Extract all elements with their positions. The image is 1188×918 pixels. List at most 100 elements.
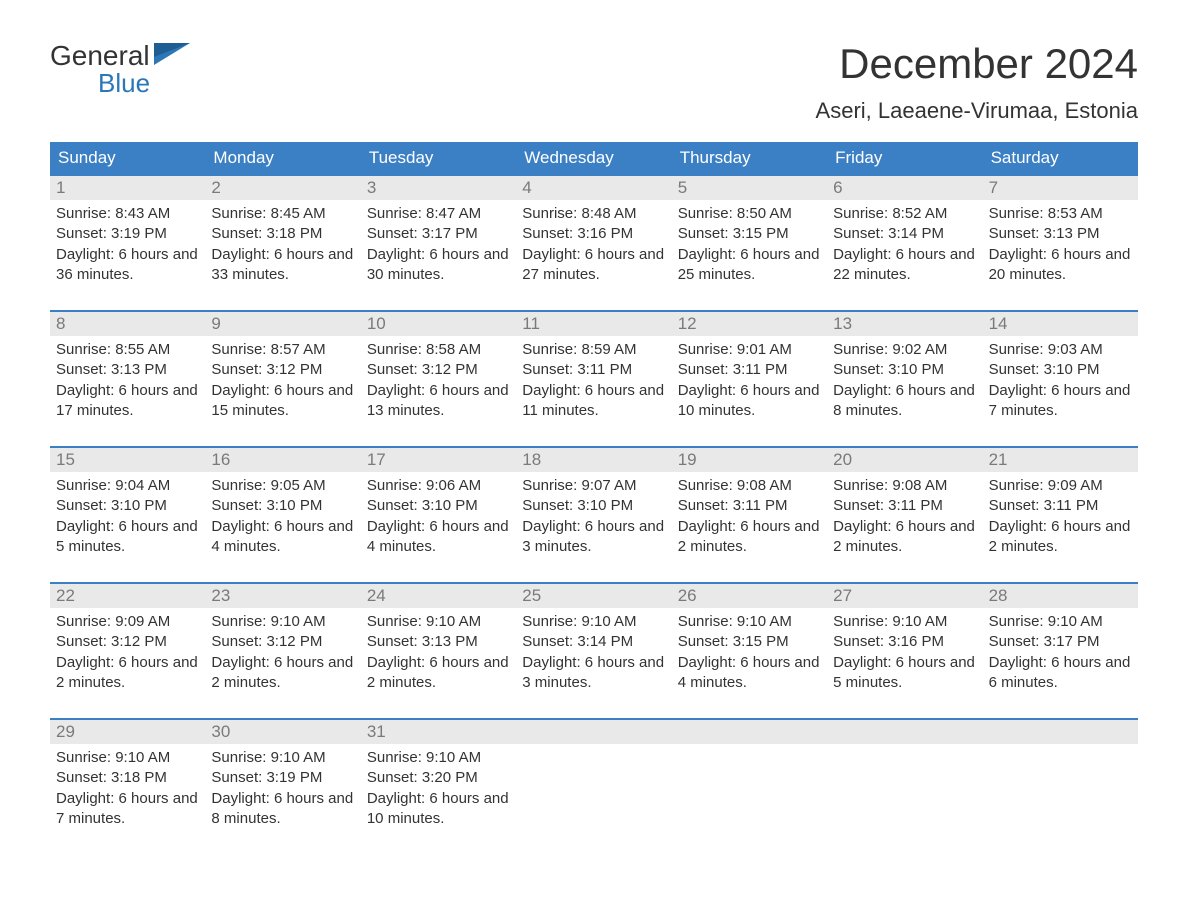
- day-number: 3: [361, 176, 516, 200]
- sunset-text: Sunset: 3:14 PM: [833, 224, 976, 244]
- sunrise-text: Sunrise: 9:03 AM: [989, 340, 1132, 360]
- daylight-text: Daylight: 6 hours and 5 minutes.: [56, 517, 199, 558]
- sunset-text: Sunset: 3:15 PM: [678, 632, 821, 652]
- logo-text-blue: Blue: [98, 68, 190, 99]
- day-cell: Sunrise: 9:04 AMSunset: 3:10 PMDaylight:…: [50, 472, 205, 568]
- sunrise-text: Sunrise: 8:45 AM: [211, 204, 354, 224]
- day-number: 16: [205, 448, 360, 472]
- sunset-text: Sunset: 3:11 PM: [678, 496, 821, 516]
- day-number: 21: [983, 448, 1138, 472]
- sunset-text: Sunset: 3:11 PM: [989, 496, 1132, 516]
- day-cell: Sunrise: 9:10 AMSunset: 3:20 PMDaylight:…: [361, 744, 516, 840]
- page-header: General Blue December 2024 Aseri, Laeaen…: [50, 40, 1138, 124]
- sunrise-text: Sunrise: 9:09 AM: [989, 476, 1132, 496]
- sunset-text: Sunset: 3:11 PM: [833, 496, 976, 516]
- daylight-text: Daylight: 6 hours and 27 minutes.: [522, 245, 665, 286]
- day-number: 7: [983, 176, 1138, 200]
- sunset-text: Sunset: 3:10 PM: [989, 360, 1132, 380]
- dow-monday: Monday: [205, 142, 360, 174]
- day-cell: [827, 744, 982, 840]
- sunset-text: Sunset: 3:12 PM: [56, 632, 199, 652]
- sunrise-text: Sunrise: 8:52 AM: [833, 204, 976, 224]
- day-cell: Sunrise: 9:10 AMSunset: 3:13 PMDaylight:…: [361, 608, 516, 704]
- sunset-text: Sunset: 3:11 PM: [678, 360, 821, 380]
- day-number: [672, 720, 827, 744]
- day-number: [827, 720, 982, 744]
- daylight-text: Daylight: 6 hours and 6 minutes.: [989, 653, 1132, 694]
- sunrise-text: Sunrise: 8:47 AM: [367, 204, 510, 224]
- daylight-text: Daylight: 6 hours and 4 minutes.: [211, 517, 354, 558]
- sunset-text: Sunset: 3:10 PM: [367, 496, 510, 516]
- day-number: 8: [50, 312, 205, 336]
- daylight-text: Daylight: 6 hours and 2 minutes.: [211, 653, 354, 694]
- day-cell: Sunrise: 9:09 AMSunset: 3:11 PMDaylight:…: [983, 472, 1138, 568]
- sunrise-text: Sunrise: 8:55 AM: [56, 340, 199, 360]
- sunset-text: Sunset: 3:10 PM: [833, 360, 976, 380]
- day-number: 13: [827, 312, 982, 336]
- day-number: 2: [205, 176, 360, 200]
- day-number: 12: [672, 312, 827, 336]
- day-number: 22: [50, 584, 205, 608]
- sunset-text: Sunset: 3:13 PM: [989, 224, 1132, 244]
- day-number: 19: [672, 448, 827, 472]
- sunrise-text: Sunrise: 9:02 AM: [833, 340, 976, 360]
- day-cell: Sunrise: 9:09 AMSunset: 3:12 PMDaylight:…: [50, 608, 205, 704]
- sunrise-text: Sunrise: 8:50 AM: [678, 204, 821, 224]
- sunset-text: Sunset: 3:16 PM: [522, 224, 665, 244]
- sunrise-text: Sunrise: 9:07 AM: [522, 476, 665, 496]
- dow-tuesday: Tuesday: [361, 142, 516, 174]
- day-cell: Sunrise: 9:02 AMSunset: 3:10 PMDaylight:…: [827, 336, 982, 432]
- week-row: 293031Sunrise: 9:10 AMSunset: 3:18 PMDay…: [50, 718, 1138, 840]
- day-number: 24: [361, 584, 516, 608]
- daylight-text: Daylight: 6 hours and 4 minutes.: [367, 517, 510, 558]
- day-cell: [516, 744, 671, 840]
- day-cell: Sunrise: 9:10 AMSunset: 3:14 PMDaylight:…: [516, 608, 671, 704]
- daynum-strip: 1234567: [50, 176, 1138, 200]
- day-number: 30: [205, 720, 360, 744]
- title-block: December 2024 Aseri, Laeaene-Virumaa, Es…: [816, 40, 1138, 124]
- sunrise-text: Sunrise: 8:58 AM: [367, 340, 510, 360]
- daynum-strip: 22232425262728: [50, 584, 1138, 608]
- day-number: 14: [983, 312, 1138, 336]
- dow-saturday: Saturday: [983, 142, 1138, 174]
- day-cell: Sunrise: 9:07 AMSunset: 3:10 PMDaylight:…: [516, 472, 671, 568]
- sunrise-text: Sunrise: 8:53 AM: [989, 204, 1132, 224]
- day-number: 27: [827, 584, 982, 608]
- sunrise-text: Sunrise: 9:08 AM: [678, 476, 821, 496]
- day-number: 11: [516, 312, 671, 336]
- dow-sunday: Sunday: [50, 142, 205, 174]
- sunset-text: Sunset: 3:19 PM: [56, 224, 199, 244]
- week-row: 1234567Sunrise: 8:43 AMSunset: 3:19 PMDa…: [50, 174, 1138, 296]
- day-cell: [672, 744, 827, 840]
- sunset-text: Sunset: 3:16 PM: [833, 632, 976, 652]
- weeks-container: 1234567Sunrise: 8:43 AMSunset: 3:19 PMDa…: [50, 174, 1138, 840]
- sunset-text: Sunset: 3:12 PM: [211, 360, 354, 380]
- day-cell: Sunrise: 9:10 AMSunset: 3:15 PMDaylight:…: [672, 608, 827, 704]
- sunset-text: Sunset: 3:15 PM: [678, 224, 821, 244]
- sunrise-text: Sunrise: 9:01 AM: [678, 340, 821, 360]
- daylight-text: Daylight: 6 hours and 8 minutes.: [833, 381, 976, 422]
- sunrise-text: Sunrise: 9:10 AM: [211, 612, 354, 632]
- day-number: 31: [361, 720, 516, 744]
- daylight-text: Daylight: 6 hours and 8 minutes.: [211, 789, 354, 830]
- day-cell: Sunrise: 9:05 AMSunset: 3:10 PMDaylight:…: [205, 472, 360, 568]
- sunrise-text: Sunrise: 9:10 AM: [833, 612, 976, 632]
- daynum-strip: 891011121314: [50, 312, 1138, 336]
- daylight-text: Daylight: 6 hours and 22 minutes.: [833, 245, 976, 286]
- sunrise-text: Sunrise: 9:04 AM: [56, 476, 199, 496]
- day-cell: [983, 744, 1138, 840]
- daylight-text: Daylight: 6 hours and 4 minutes.: [678, 653, 821, 694]
- daylight-text: Daylight: 6 hours and 2 minutes.: [367, 653, 510, 694]
- day-number: 25: [516, 584, 671, 608]
- sunset-text: Sunset: 3:10 PM: [211, 496, 354, 516]
- sunrise-text: Sunrise: 9:08 AM: [833, 476, 976, 496]
- daylight-text: Daylight: 6 hours and 3 minutes.: [522, 517, 665, 558]
- day-cell: Sunrise: 8:53 AMSunset: 3:13 PMDaylight:…: [983, 200, 1138, 296]
- sunrise-text: Sunrise: 9:10 AM: [522, 612, 665, 632]
- day-cell: Sunrise: 8:45 AMSunset: 3:18 PMDaylight:…: [205, 200, 360, 296]
- sunset-text: Sunset: 3:17 PM: [989, 632, 1132, 652]
- daylight-text: Daylight: 6 hours and 2 minutes.: [989, 517, 1132, 558]
- daylight-text: Daylight: 6 hours and 13 minutes.: [367, 381, 510, 422]
- day-cell: Sunrise: 8:57 AMSunset: 3:12 PMDaylight:…: [205, 336, 360, 432]
- daylight-text: Daylight: 6 hours and 7 minutes.: [56, 789, 199, 830]
